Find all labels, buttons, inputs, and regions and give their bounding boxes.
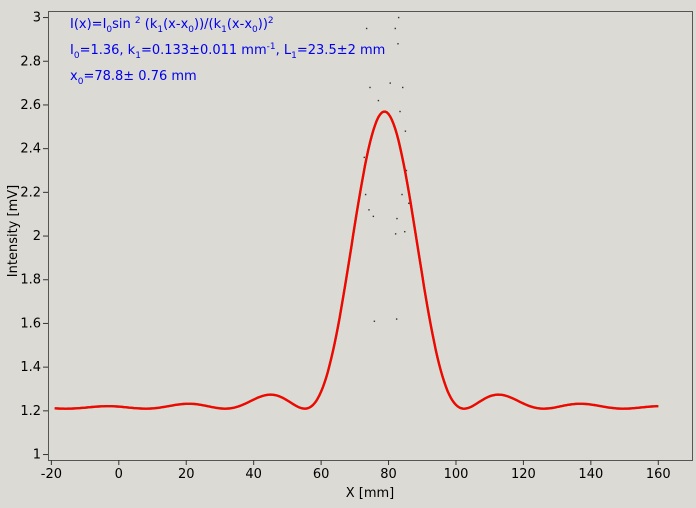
measured-series-line [54, 110, 659, 410]
y-tick-label: 1.4 [20, 360, 41, 375]
y-axis-title: Intensity [mV] [6, 185, 21, 277]
y-tick-label: 1.6 [20, 316, 41, 331]
x-axis-ticks: -20 0 20 40 60 80 100 120 140 160 [41, 460, 671, 482]
y-tick-label: 2.6 [20, 98, 41, 113]
scatter-point [394, 27, 396, 30]
y-tick-label: 1.8 [20, 273, 41, 288]
scatter-point [364, 193, 367, 196]
x-axis-title: X [mm] [346, 486, 395, 501]
scatter-point [365, 27, 368, 30]
scatter-point [408, 202, 410, 204]
scatter-point [397, 16, 400, 19]
y-tick-label: 3 [33, 11, 41, 26]
scatter-point [368, 209, 370, 211]
y-tick-label: 2.4 [20, 142, 41, 157]
scatter-point [363, 156, 365, 159]
scatter-point [373, 320, 376, 322]
y-tick-label: 2.8 [20, 54, 41, 69]
scatter-point [369, 86, 371, 89]
x-tick-label: 60 [313, 467, 330, 482]
y-tick-label: 2 [33, 229, 41, 244]
x-tick-label: 140 [578, 467, 603, 482]
fit-params-annotation: I0=1.36, k1=0.133±0.011 mm-1, L1=23.5±2 … [70, 42, 385, 61]
scatter-point [396, 217, 398, 220]
scatter-point [372, 215, 375, 218]
x-tick-label: 80 [380, 467, 397, 482]
y-tick-label: 1.2 [20, 404, 41, 419]
scatter-point [394, 233, 397, 235]
fit-formula-annotation: I(x)=I0sin 2 (k1(x-x0))/(k1(x-x0))2 [70, 16, 274, 35]
scatter-points [359, 16, 410, 322]
x-tick-label: 20 [178, 467, 195, 482]
scatter-point [404, 230, 406, 233]
x-tick-label: 120 [511, 467, 536, 482]
x-tick-label: 40 [245, 467, 262, 482]
scatter-point [397, 43, 399, 45]
scatter-point [399, 110, 401, 113]
scatter-point [404, 130, 407, 132]
x-tick-label: 100 [444, 467, 469, 482]
scatter-point [405, 169, 408, 172]
y-axis-ticks: 1 1.2 1.4 1.6 1.8 2 2.2 2.4 2.6 2.8 3 [20, 11, 48, 463]
scatter-point [401, 193, 403, 196]
y-tick-label: 1 [33, 448, 41, 463]
scatter-point [389, 82, 391, 84]
fit-x0-annotation: x0=78.8± 0.76 mm [70, 69, 197, 87]
scatter-point [402, 86, 404, 89]
plot-frame [48, 11, 693, 461]
x-tick-label: -20 [41, 467, 62, 482]
y-tick-label: 2.2 [20, 185, 41, 200]
scatter-point [377, 99, 380, 102]
x-tick-label: 0 [115, 467, 123, 482]
scatter-point [395, 318, 398, 320]
fit-series-line [54, 110, 659, 410]
x-tick-label: 160 [646, 467, 671, 482]
